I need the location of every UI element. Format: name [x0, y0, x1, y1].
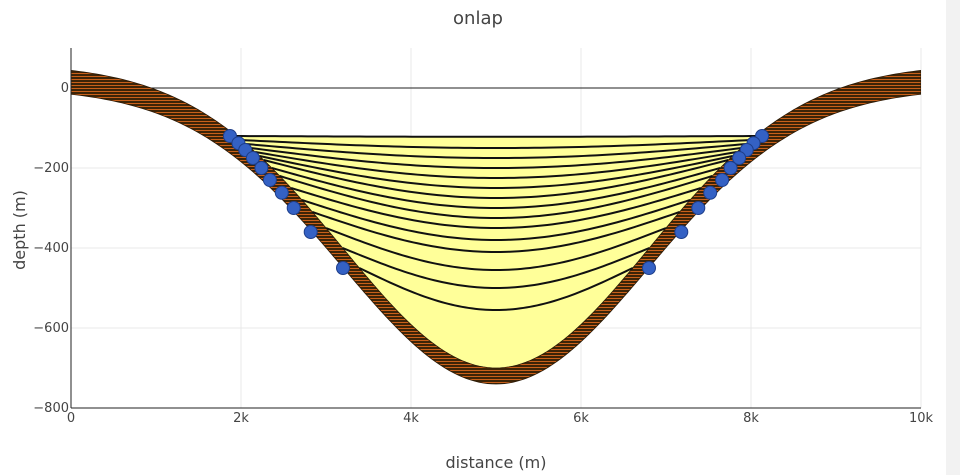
onlap-point	[286, 201, 301, 215]
onlap-point	[674, 225, 689, 239]
y-tick-label: −600	[33, 321, 69, 336]
y-tick-label: 0	[61, 81, 69, 96]
horizon-line	[254, 151, 738, 180]
onlap-point	[642, 261, 656, 275]
horizon-line	[245, 143, 747, 160]
x-tick-label: 10k	[909, 411, 934, 426]
onlap-markers	[222, 129, 770, 275]
onlap-point	[254, 161, 269, 175]
horizon-line	[236, 135, 756, 138]
horizon-line	[279, 175, 713, 220]
horizon-line	[250, 147, 742, 170]
horizon-line	[325, 227, 667, 272]
onlap-point	[715, 173, 730, 187]
horizon-line	[312, 211, 680, 254]
horizon-line	[241, 139, 751, 150]
onlap-point	[245, 151, 260, 165]
horizon-line	[271, 167, 721, 210]
x-tick-label: 4k	[403, 411, 419, 426]
basement-band	[71, 70, 921, 385]
plot-area	[71, 70, 921, 385]
x-tick-label: 6k	[573, 411, 589, 426]
y-tick-label: −400	[33, 241, 69, 256]
horizon-line	[358, 267, 634, 312]
onlap-point	[262, 173, 277, 187]
x-tick-label: 8k	[743, 411, 759, 426]
onlap-point	[703, 185, 718, 200]
horizon-line	[263, 159, 729, 200]
horizon-line	[301, 199, 691, 242]
onlap-point	[691, 201, 706, 215]
chart-title: onlap	[453, 8, 503, 29]
onlap-point	[274, 185, 289, 200]
onlap-point	[723, 161, 738, 175]
right-scroll-strip	[946, 0, 960, 475]
x-tick-label: 2k	[233, 411, 249, 426]
y-tick-label: −800	[33, 401, 69, 416]
y-tick-label: −200	[33, 161, 69, 176]
onlap-point	[303, 225, 318, 239]
horizon-line	[342, 247, 650, 290]
onlap-point	[732, 151, 747, 165]
axes: 0 2k 4k 6k 8k 10k 0 −200 −400 −600 −800	[33, 48, 934, 426]
x-axis-title: distance (m)	[446, 453, 547, 472]
horizon-line	[259, 155, 733, 190]
horizon-line	[290, 187, 702, 230]
onlap-point	[336, 261, 350, 275]
y-axis-title: depth (m)	[10, 190, 29, 270]
x-tick-label: 0	[67, 411, 75, 426]
